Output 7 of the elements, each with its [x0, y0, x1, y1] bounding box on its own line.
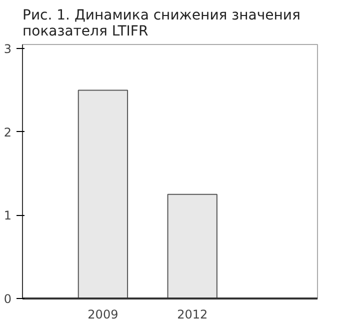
x-tick-label: 2012: [177, 308, 208, 321]
y-tick-label: 1: [4, 208, 12, 223]
y-tick-label: 3: [4, 42, 12, 56]
y-tick-label: 2: [4, 125, 12, 140]
y-tick-label: 0: [4, 292, 12, 306]
chart-title: Рис. 1. Динамика снижения значения показателя LTIFR: [22, 8, 300, 40]
x-tick-label: 2009: [88, 308, 118, 321]
